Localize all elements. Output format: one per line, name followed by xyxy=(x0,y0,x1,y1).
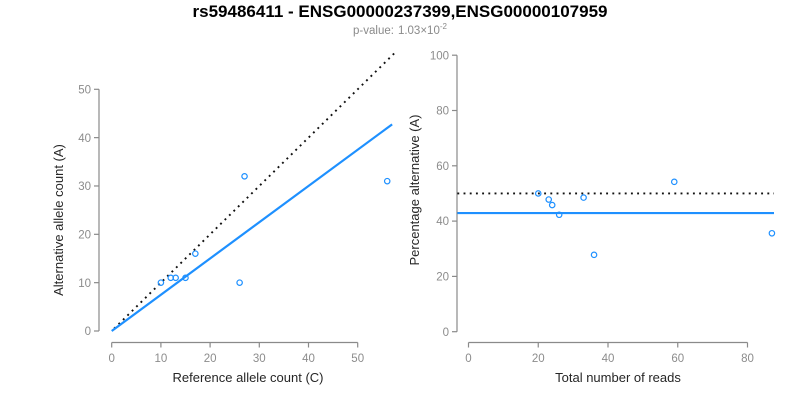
x-tick-label: 60 xyxy=(671,353,684,365)
data-point xyxy=(580,194,587,201)
x-tick-label: 40 xyxy=(602,353,615,365)
x-axis-title: Reference allele count (C) xyxy=(172,370,323,385)
x-tick-label: 10 xyxy=(155,353,168,365)
y-tick-label: 30 xyxy=(78,181,91,193)
data-point xyxy=(383,177,391,185)
y-tick-label: 0 xyxy=(443,327,449,339)
pvalue-mantissa: 1.03 xyxy=(397,24,421,37)
data-point xyxy=(534,190,542,197)
data-point xyxy=(192,250,199,257)
data-point xyxy=(545,196,553,203)
y-tick-label: 50 xyxy=(78,84,91,96)
x-tick-label: 50 xyxy=(351,353,364,365)
data-point xyxy=(670,178,678,186)
x-tick-label: 30 xyxy=(253,353,266,365)
y-tick-label: 100 xyxy=(430,50,449,62)
data-point xyxy=(236,279,243,286)
y-tick-label: 80 xyxy=(436,106,449,118)
data-point xyxy=(157,279,165,286)
data-point xyxy=(172,274,179,282)
x-tick-label: 0 xyxy=(108,353,114,365)
data-point xyxy=(548,201,556,209)
x-axis-title: Total number of reads xyxy=(555,370,681,385)
dotted-identity-line xyxy=(113,52,396,330)
data-point xyxy=(555,211,563,219)
y-tick-label: 10 xyxy=(78,278,91,290)
y-tick-label: 60 xyxy=(436,161,449,173)
pvalue-subtitle: p-value: 1.03×10-2 xyxy=(0,22,800,37)
data-point xyxy=(590,251,598,259)
data-point xyxy=(241,173,248,180)
x-tick-label: 20 xyxy=(532,353,545,365)
data-point xyxy=(768,229,776,237)
x-tick-label: 40 xyxy=(302,353,315,365)
x-tick-label: 20 xyxy=(204,353,217,365)
y-tick-label: 20 xyxy=(78,229,91,241)
y-tick-label: 20 xyxy=(436,272,449,284)
y-tick-label: 40 xyxy=(436,216,449,228)
y-tick-label: 0 xyxy=(85,326,91,338)
y-axis-title: Alternative allele count (A) xyxy=(51,144,66,296)
figure-title: rs59486411 - ENSG00000237399,ENSG0000010… xyxy=(192,2,608,21)
blue-fit-line xyxy=(111,123,393,332)
pvalue-exponent: -2 xyxy=(439,22,447,31)
y-tick-label: 40 xyxy=(78,133,91,145)
data-point xyxy=(182,274,189,282)
pvalue-base: 10 xyxy=(427,24,440,37)
pvalue-label: p-value: xyxy=(353,24,394,37)
x-tick-label: 0 xyxy=(465,353,471,365)
y-axis-title: Percentage alternative (A) xyxy=(407,114,422,265)
x-tick-label: 80 xyxy=(741,353,754,365)
pvalue-times-sign: × xyxy=(420,24,428,37)
